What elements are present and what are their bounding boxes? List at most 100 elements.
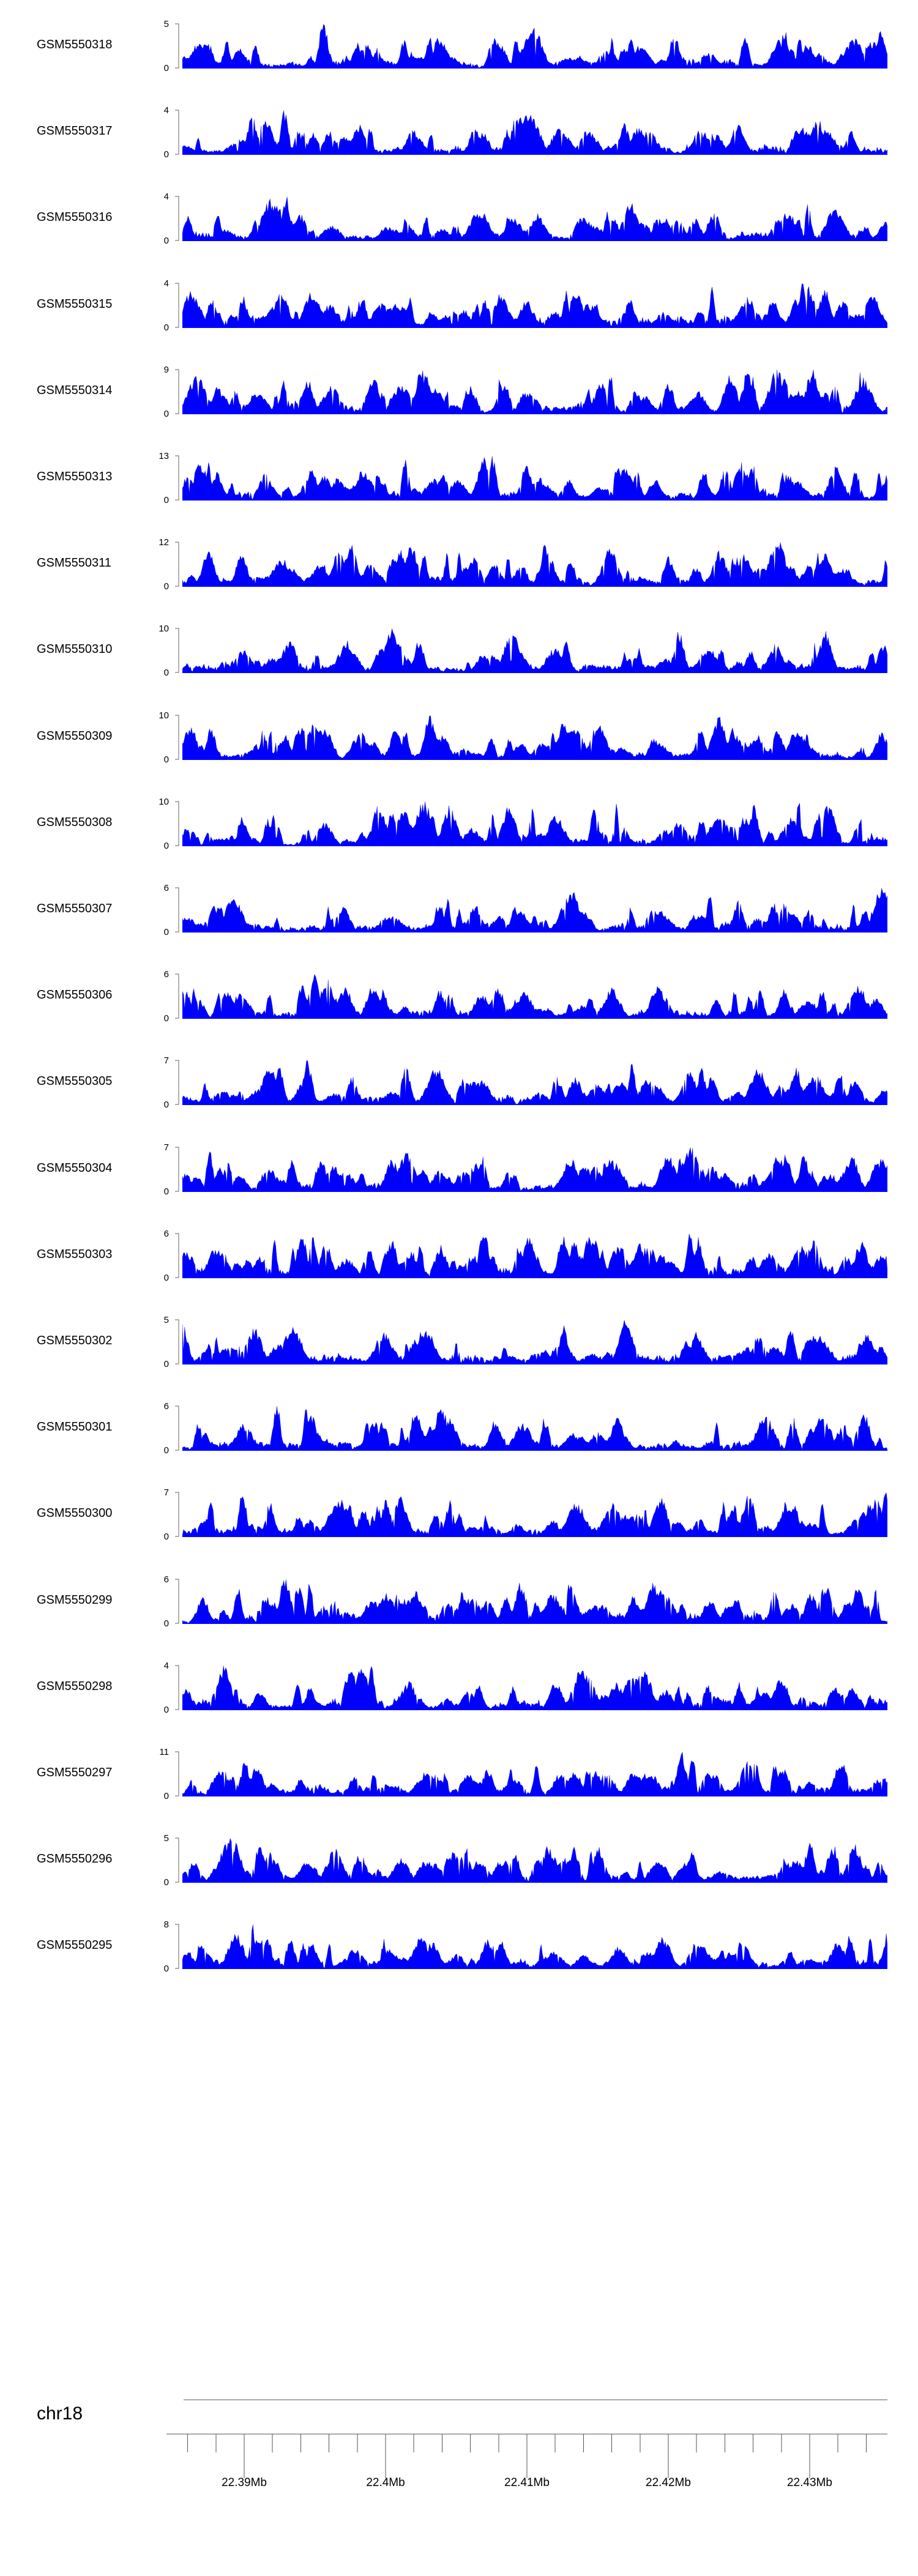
coverage-track: GSM5550313 13 0 — [0, 452, 918, 505]
y-axis-min-label: 0 — [163, 1186, 169, 1197]
coverage-area — [182, 628, 887, 674]
y-axis-line — [175, 1146, 179, 1192]
coverage-area — [182, 1060, 887, 1106]
coverage-area — [182, 1233, 887, 1278]
y-axis-line — [175, 542, 179, 587]
coverage-profile — [182, 23, 887, 69]
y-axis-line — [175, 714, 179, 760]
y-axis-max-label: 4 — [163, 1660, 169, 1671]
coverage-track: GSM5550300 7 0 — [0, 1488, 918, 1541]
coverage-track: GSM5550301 6 0 — [0, 1402, 918, 1455]
y-axis-max-label: 6 — [163, 1228, 169, 1239]
coverage-area — [182, 1319, 887, 1364]
y-axis-max-label: 10 — [159, 710, 169, 721]
track-label-gsm5550299: GSM5550299 — [37, 1593, 113, 1607]
coverage-profile — [182, 1060, 887, 1106]
y-axis-max-label: 10 — [159, 796, 169, 807]
track-label-gsm5550295: GSM5550295 — [37, 1938, 113, 1952]
chromosome-label: chr18 — [37, 2403, 83, 2424]
genome-axis-tick-label: 22.42Mb — [646, 2476, 691, 2489]
y-axis-min-label: 0 — [163, 581, 169, 592]
coverage-track: GSM5550311 12 0 — [0, 538, 918, 591]
y-axis-line — [175, 887, 179, 932]
coverage-area — [182, 1147, 887, 1192]
coverage-area — [182, 196, 887, 242]
track-label-gsm5550304: GSM5550304 — [37, 1161, 113, 1175]
coverage-track: GSM5550307 6 0 — [0, 883, 918, 937]
y-axis-max-label: 6 — [163, 969, 169, 980]
y-axis-min-label: 0 — [163, 1532, 169, 1543]
y-axis-min-label: 0 — [163, 1704, 169, 1715]
coverage-profile — [182, 628, 887, 674]
coverage-profile — [182, 1147, 887, 1192]
coverage-profile — [182, 1406, 887, 1451]
coverage-area — [182, 542, 887, 587]
coverage-profile — [182, 1234, 887, 1278]
coverage-area — [182, 1492, 887, 1538]
y-axis-min-label: 0 — [163, 1100, 169, 1111]
coverage-profile — [182, 196, 887, 242]
track-label-gsm5550302: GSM5550302 — [37, 1334, 113, 1347]
y-axis-min-label: 0 — [163, 1877, 169, 1888]
coverage-area — [182, 1924, 887, 1970]
y-axis: 12 0 — [147, 538, 182, 591]
coverage-area — [182, 283, 887, 328]
coverage-profile — [182, 542, 887, 587]
track-label-gsm5550298: GSM5550298 — [37, 1679, 113, 1693]
coverage-profile — [182, 1579, 887, 1624]
y-axis-line — [175, 1405, 179, 1451]
genome-axis-tick-label: 22.39Mb — [222, 2476, 267, 2489]
coverage-profile — [182, 888, 887, 932]
coverage-profile — [182, 1838, 887, 1883]
track-label-gsm5550311: GSM5550311 — [37, 556, 111, 570]
y-axis-min-label: 0 — [163, 1618, 169, 1629]
y-axis-min-label: 0 — [163, 1359, 169, 1369]
y-axis-max-label: 5 — [163, 19, 169, 29]
coverage-track: GSM5550308 10 0 — [0, 797, 918, 851]
y-axis-line — [175, 110, 179, 155]
y-axis-min-label: 0 — [163, 63, 169, 73]
track-label-gsm5550303: GSM5550303 — [37, 1247, 113, 1261]
coverage-track: GSM5550309 10 0 — [0, 711, 918, 764]
genome-axis-ruler: 22.39Mb 22.4Mb 22.41Mb 22.42Mb 22.43Mb — [166, 2386, 887, 2489]
track-label-gsm5550300: GSM5550300 — [37, 1506, 113, 1521]
coverage-area — [182, 1579, 887, 1624]
coverage-area — [182, 1837, 887, 1883]
coverage-track: GSM5550302 5 0 — [0, 1316, 918, 1369]
track-label-gsm5550318: GSM5550318 — [37, 38, 113, 51]
coverage-track: GSM5550299 6 0 — [0, 1575, 918, 1628]
coverage-track: GSM5550303 6 0 — [0, 1229, 918, 1282]
coverage-track: GSM5550310 10 0 — [0, 624, 918, 677]
y-axis-line — [175, 1665, 179, 1710]
y-axis-line — [175, 23, 179, 69]
genome-axis-tick-label: 22.43Mb — [787, 2476, 832, 2489]
y-axis-max-label: 7 — [163, 1142, 169, 1153]
y-axis: 13 0 — [147, 452, 182, 505]
track-label-gsm5550315: GSM5550315 — [37, 297, 113, 311]
coverage-track: GSM5550295 8 0 — [0, 1920, 918, 1973]
y-axis: 10 0 — [147, 797, 182, 851]
y-axis-max-label: 6 — [163, 883, 169, 893]
track-label-gsm5550310: GSM5550310 — [37, 642, 113, 657]
coverage-profile — [182, 974, 887, 1019]
y-axis-line — [175, 1924, 179, 1969]
track-label-gsm5550314: GSM5550314 — [37, 383, 113, 397]
y-axis-min-label: 0 — [163, 236, 169, 247]
y-axis-line — [175, 628, 179, 673]
track-label-gsm5550306: GSM5550306 — [37, 988, 113, 1002]
coverage-profile — [182, 1320, 887, 1364]
y-axis-min-label: 0 — [163, 1964, 169, 1975]
track-label-gsm5550305: GSM5550305 — [37, 1074, 113, 1089]
coverage-area — [182, 23, 887, 69]
y-axis-line — [175, 801, 179, 846]
y-axis-line — [175, 1319, 179, 1364]
y-axis-line — [175, 1233, 179, 1278]
